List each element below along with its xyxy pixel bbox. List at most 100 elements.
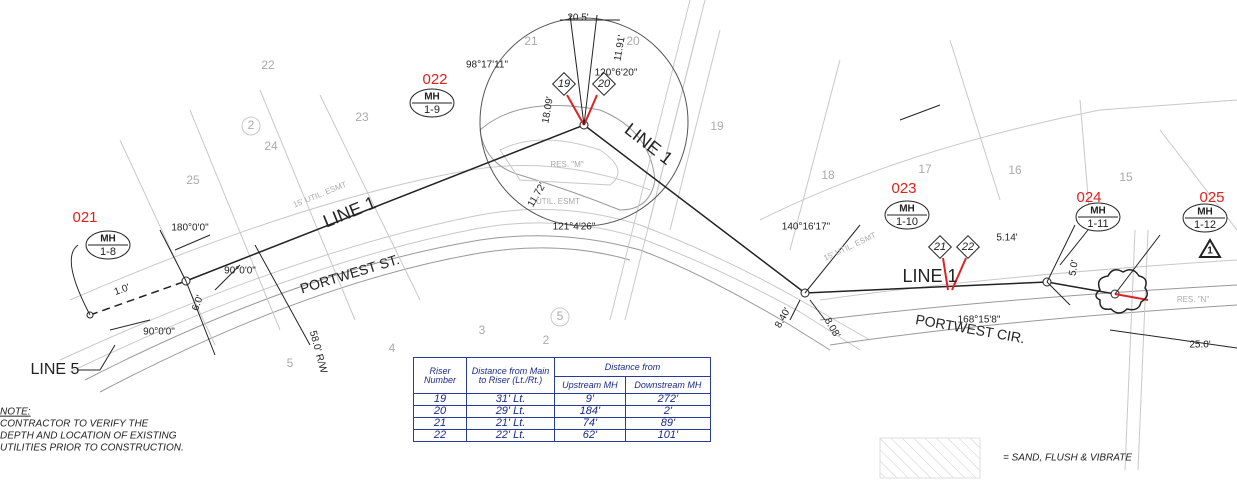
table-cell: 22' Lt. bbox=[466, 429, 555, 442]
manhole-type: MH bbox=[100, 234, 116, 245]
riser-number: 20 bbox=[597, 78, 611, 90]
header: Distance from bbox=[554, 357, 711, 377]
riser-number: 22 bbox=[961, 241, 974, 253]
lot-number: 5 bbox=[557, 309, 564, 323]
pipe bbox=[86, 94, 1149, 319]
manhole-type: MH bbox=[424, 92, 440, 103]
lot-number: 17 bbox=[918, 162, 932, 176]
legend-swatch bbox=[879, 437, 981, 479]
easement: 15' UTIL. ESMT bbox=[822, 231, 877, 263]
riser-tag bbox=[927, 234, 953, 260]
revision-triangle bbox=[1198, 238, 1222, 258]
table-cell: 184' bbox=[554, 405, 626, 418]
header: Downstream MH bbox=[624, 376, 712, 394]
table-cell: 89' bbox=[624, 417, 712, 430]
manhole-id: 024 bbox=[1076, 189, 1101, 206]
manhole-label: 1-10 bbox=[896, 216, 918, 228]
table-row: 22 22' Lt. 62' 101' bbox=[413, 429, 712, 442]
manhole-type: MH bbox=[899, 204, 915, 215]
lot-number: 3 bbox=[479, 323, 486, 337]
manhole-label: 1-9 bbox=[424, 104, 440, 116]
easement: RES. "M" bbox=[550, 160, 583, 169]
table-cell: 19 bbox=[413, 393, 467, 406]
lot-number: 18 bbox=[821, 168, 835, 182]
lot-number: 20 bbox=[626, 34, 640, 48]
lot-number: 22 bbox=[261, 58, 275, 72]
dimension: 8.40' bbox=[773, 306, 793, 330]
lot-number: 21 bbox=[524, 34, 538, 48]
manhole-label: 1-12 bbox=[1194, 219, 1216, 231]
background-lines bbox=[59, 0, 1237, 471]
manhole-type: MH bbox=[1090, 206, 1106, 217]
table-row: 21 21' Lt. 74' 89' bbox=[413, 417, 712, 430]
dimension: 25.0' bbox=[1189, 340, 1210, 351]
note-line: DEPTH AND LOCATION OF EXISTING bbox=[0, 431, 177, 442]
easement: UTIL. ESMT bbox=[536, 197, 580, 206]
manhole-label: 1-11 bbox=[1087, 218, 1108, 230]
table-cell: 2' bbox=[624, 405, 712, 418]
legend-text: = SAND, FLUSH & VIBRATE bbox=[1003, 453, 1132, 464]
note-line: CONTRACTOR TO VERIFY THE bbox=[0, 419, 149, 430]
riser-table: Riser Number Distance from Main to Riser… bbox=[413, 357, 712, 442]
lot-number: 5 bbox=[287, 356, 294, 370]
line-label: LINE 1 bbox=[621, 119, 677, 169]
revision-number: 1 bbox=[1207, 246, 1213, 257]
header: Riser Number bbox=[413, 357, 467, 394]
dimension: 5.14' bbox=[996, 233, 1017, 244]
line-label: LINE 5 bbox=[31, 361, 80, 378]
table-cell: 22 bbox=[413, 429, 467, 442]
riser-number: 19 bbox=[558, 78, 570, 90]
lot-number: 2 bbox=[248, 118, 255, 132]
dimension: 120°6'20" bbox=[595, 68, 638, 79]
table-cell: 101' bbox=[624, 429, 712, 442]
table-cell: 272' bbox=[624, 393, 712, 406]
dimension: 121°4'26" bbox=[553, 222, 596, 233]
lot-number: 24 bbox=[264, 139, 278, 153]
manhole-id: 023 bbox=[891, 180, 916, 197]
riser-number: 21 bbox=[933, 241, 946, 253]
table-cell: 20 bbox=[413, 405, 467, 418]
table-cell: 29' Lt. bbox=[466, 405, 555, 418]
dimension-lines bbox=[70, 14, 1237, 356]
lot-number: 4 bbox=[389, 341, 396, 355]
manhole-type: MH bbox=[1197, 207, 1213, 218]
table-cell: 31' Lt. bbox=[466, 393, 555, 406]
dimension: 6.0' bbox=[190, 294, 206, 313]
dimension: 18.09' bbox=[540, 96, 556, 125]
dimension: 98°17'11" bbox=[466, 60, 509, 71]
riser-tag bbox=[955, 234, 981, 260]
dimension: 20.5' bbox=[567, 13, 588, 24]
riser-tag bbox=[551, 71, 577, 97]
dimension: 58.0' R/W bbox=[307, 330, 329, 375]
leader bbox=[78, 344, 116, 371]
manhole-id: 022 bbox=[422, 71, 447, 88]
dimension: 168°15'8" bbox=[958, 315, 1001, 326]
lot-number: 16 bbox=[1008, 163, 1022, 177]
table-cell: 62' bbox=[554, 429, 626, 442]
dimension: 11.91' bbox=[612, 34, 627, 62]
table-cell: 74' bbox=[554, 417, 626, 430]
lot-number: 25 bbox=[186, 173, 200, 187]
dimension: 140°16'17" bbox=[782, 222, 831, 233]
easement: RES. "N" bbox=[1177, 295, 1210, 304]
dimension: 90°0'0" bbox=[224, 266, 256, 277]
dimension: 1.0' bbox=[113, 282, 132, 298]
lot-number: 23 bbox=[355, 110, 369, 124]
dimension: 90°0'0" bbox=[143, 327, 175, 338]
riser-tag bbox=[591, 71, 617, 97]
lot-number: 2 bbox=[543, 333, 550, 347]
street-name: PORTWEST ST. bbox=[298, 251, 401, 296]
dimension: 5.0' bbox=[1067, 259, 1081, 277]
note-line: UTILITIES PRIOR TO CONSTRUCTION. bbox=[0, 443, 184, 454]
header: Distance from Main to Riser (Lt./Rt.) bbox=[466, 357, 555, 394]
table-cell: 9' bbox=[554, 393, 626, 406]
line-label: LINE 1 bbox=[902, 266, 957, 286]
table-cell: 21' Lt. bbox=[466, 417, 555, 430]
note-title: NOTE: bbox=[0, 407, 31, 418]
manhole-id: 021 bbox=[72, 209, 97, 226]
table-row: 20 29' Lt. 184' 2' bbox=[413, 405, 712, 418]
dimension: 180°0'0" bbox=[171, 223, 209, 234]
manhole-id: 025 bbox=[1199, 189, 1224, 206]
